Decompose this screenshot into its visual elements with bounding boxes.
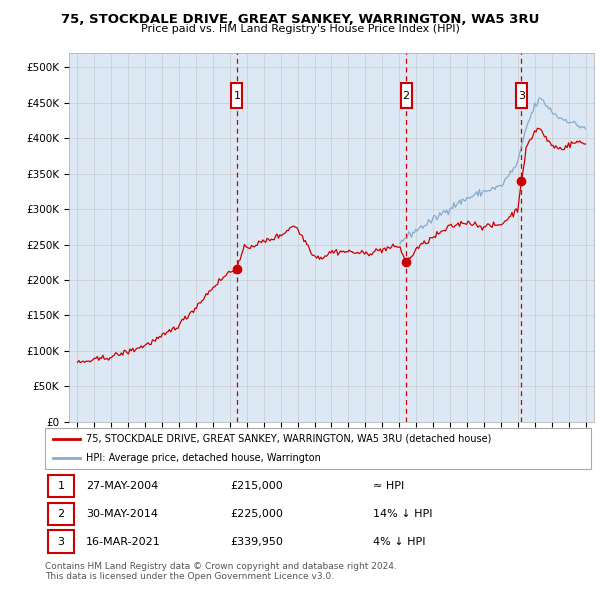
Text: 16-MAR-2021: 16-MAR-2021	[86, 537, 161, 547]
FancyBboxPatch shape	[45, 428, 591, 469]
Text: ≈ HPI: ≈ HPI	[373, 481, 404, 491]
Text: £339,950: £339,950	[230, 537, 284, 547]
Text: £215,000: £215,000	[230, 481, 283, 491]
Text: 2: 2	[403, 91, 410, 101]
Text: 2: 2	[57, 509, 64, 519]
Text: 27-MAY-2004: 27-MAY-2004	[86, 481, 158, 491]
FancyBboxPatch shape	[401, 83, 412, 109]
FancyBboxPatch shape	[48, 530, 74, 553]
Text: 4% ↓ HPI: 4% ↓ HPI	[373, 537, 425, 547]
Text: 75, STOCKDALE DRIVE, GREAT SANKEY, WARRINGTON, WA5 3RU: 75, STOCKDALE DRIVE, GREAT SANKEY, WARRI…	[61, 13, 539, 26]
Text: 30-MAY-2014: 30-MAY-2014	[86, 509, 158, 519]
Text: £225,000: £225,000	[230, 509, 284, 519]
Text: 3: 3	[58, 537, 64, 547]
Text: Price paid vs. HM Land Registry's House Price Index (HPI): Price paid vs. HM Land Registry's House …	[140, 24, 460, 34]
Text: HPI: Average price, detached house, Warrington: HPI: Average price, detached house, Warr…	[86, 453, 321, 463]
Text: 1: 1	[233, 91, 241, 101]
Text: 75, STOCKDALE DRIVE, GREAT SANKEY, WARRINGTON, WA5 3RU (detached house): 75, STOCKDALE DRIVE, GREAT SANKEY, WARRI…	[86, 434, 491, 444]
Text: 1: 1	[58, 481, 64, 491]
Text: 14% ↓ HPI: 14% ↓ HPI	[373, 509, 432, 519]
FancyBboxPatch shape	[48, 474, 74, 497]
FancyBboxPatch shape	[48, 503, 74, 525]
FancyBboxPatch shape	[232, 83, 242, 109]
Text: 3: 3	[518, 91, 525, 101]
FancyBboxPatch shape	[516, 83, 527, 109]
Text: Contains HM Land Registry data © Crown copyright and database right 2024.
This d: Contains HM Land Registry data © Crown c…	[45, 562, 397, 581]
